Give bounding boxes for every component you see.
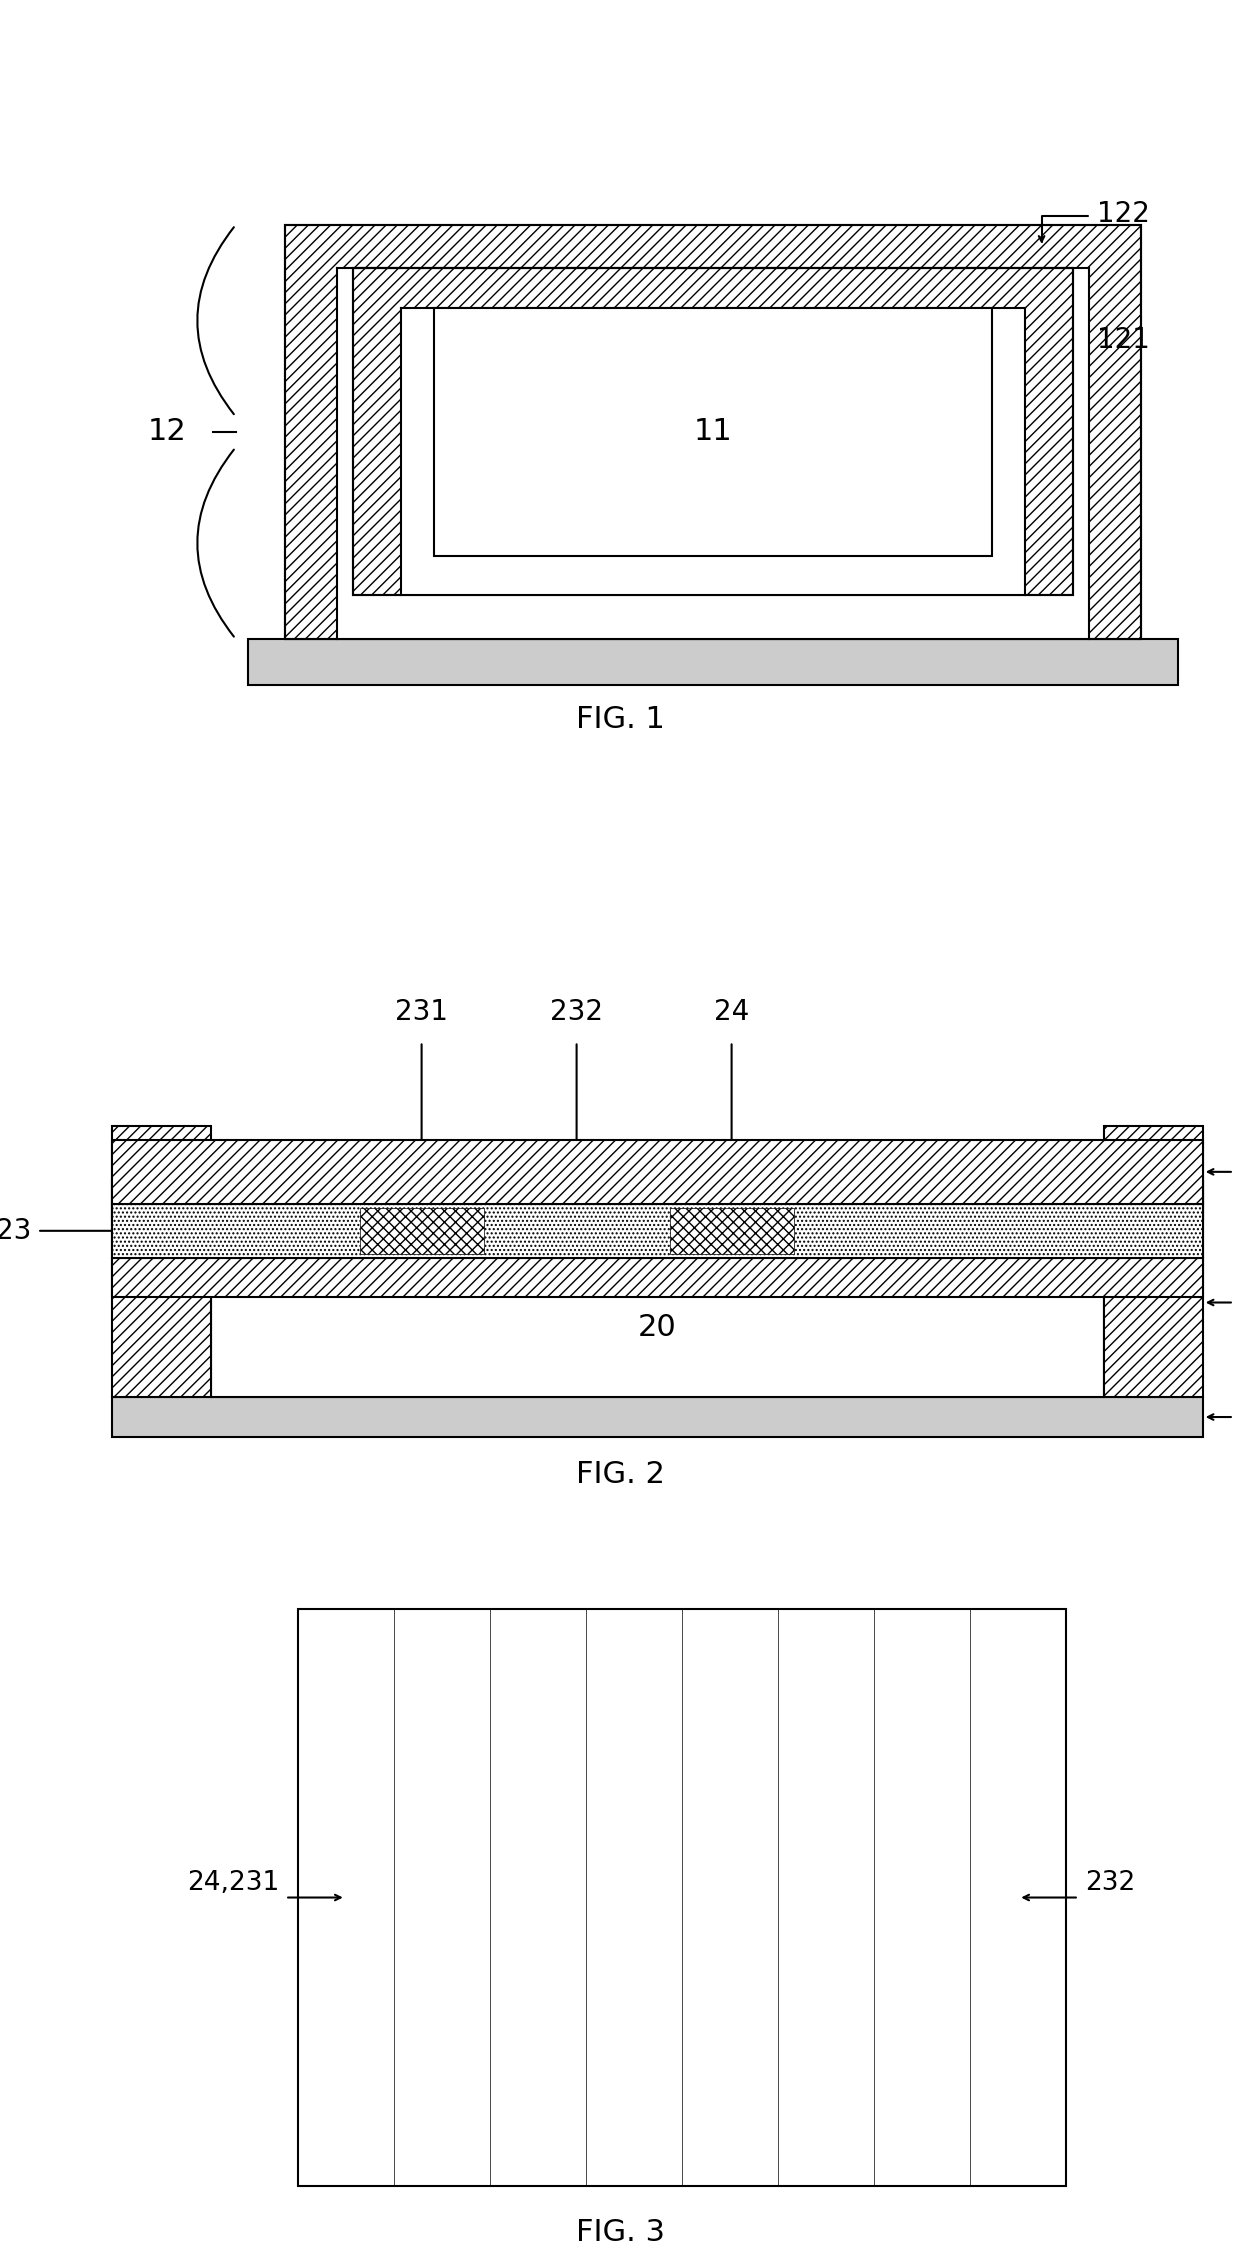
Text: 20: 20 [637,1313,677,1342]
Bar [285,224,1141,638]
Text: 24: 24 [714,998,749,1025]
Bar [112,1141,1203,1204]
Text: 232: 232 [551,998,603,1025]
Bar [779,1609,874,2186]
Text: 121: 121 [1097,326,1151,353]
Bar [211,1258,1104,1396]
Text: 231: 231 [396,998,448,1025]
Bar [112,1204,1203,1258]
Text: 11: 11 [693,416,733,446]
Bar [970,1609,1066,2186]
Bar [112,1179,1203,1220]
Bar [401,308,1025,595]
Text: 232: 232 [1085,1869,1136,1896]
Bar [298,1609,1066,2186]
Bar [112,1127,211,1396]
Text: FIG. 3: FIG. 3 [575,2218,665,2247]
Bar [1104,1127,1203,1396]
Text: 122: 122 [1097,199,1151,229]
Bar [682,1609,779,2186]
Bar [285,224,1141,638]
Bar [112,1258,1203,1297]
Bar [112,1396,1203,1437]
Text: 22: 22 [1238,1288,1240,1317]
Bar [434,308,992,557]
Text: FIG. 2: FIG. 2 [575,1460,665,1489]
Text: 25: 25 [1238,1159,1240,1186]
Bar [353,269,1073,595]
Bar [874,1609,971,2186]
Bar [585,1609,682,2186]
Bar [248,638,1178,686]
Bar [670,1208,794,1254]
Bar [490,1609,587,2186]
Bar [353,269,1073,595]
Text: FIG. 1: FIG. 1 [575,706,665,733]
Bar [360,1208,484,1254]
Text: 23: 23 [0,1217,31,1245]
Text: 24,231: 24,231 [187,1869,279,1896]
Bar [394,1609,490,2186]
Bar [298,1609,393,2186]
Bar [337,269,1089,638]
Text: 12: 12 [148,416,187,446]
Text: 21: 21 [1238,1403,1240,1430]
